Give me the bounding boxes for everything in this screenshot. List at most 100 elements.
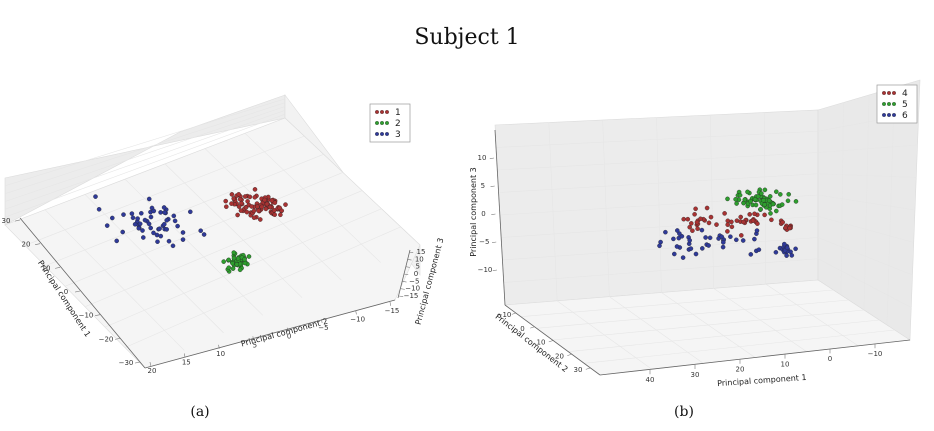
panel-a-pc2-tick-mark [149, 361, 151, 366]
panel-a-grid-line [4, 113, 286, 218]
panel-a-point-series-3 [96, 207, 102, 212]
panel-b-point-series-5 [748, 199, 753, 204]
panel-b-pc1-tick: 40 [646, 376, 655, 384]
panel-a-legend-entry-label: 2 [395, 119, 401, 129]
panel-a-point-series-3 [188, 209, 193, 215]
panel-a-point-series-2 [230, 266, 236, 271]
panel-a-pc3-tick: 0 [414, 270, 418, 278]
panel-b-point-series-4 [714, 222, 719, 227]
panel-a-point-series-2 [242, 260, 248, 266]
panel-b-point-series-4 [725, 229, 730, 234]
panel-b-point-series-5 [766, 198, 772, 203]
panel-a-point-series-3 [104, 223, 110, 228]
panel-b-point-series-6 [688, 246, 694, 251]
panel-b-grid-line [863, 94, 870, 311]
panel-b-point-series-5 [762, 202, 767, 207]
panel-a-point-series-1 [223, 198, 228, 204]
panel-a-point-series-1 [229, 201, 234, 206]
panel-b: 40 30 20 10 0 −10 −10 0 10 20 30 10 5 0 −5 −10 Princi… [469, 79, 921, 420]
panel-b-legend-entry-marker [887, 113, 891, 117]
panel-b-legend: 456 [876, 84, 918, 124]
panel-a-point-series-1 [262, 197, 267, 203]
panel-a-point-series-3 [151, 230, 156, 236]
panel-a-point-series-3 [172, 218, 178, 224]
panel-b-point-series-4 [739, 233, 744, 238]
panel-b-point-series-4 [741, 219, 746, 225]
panel-a-grid-line [4, 98, 286, 187]
panel-a-point-series-3 [148, 225, 153, 231]
panel-a-legend-entry-marker [380, 110, 384, 114]
panel-a-grid-line [44, 154, 324, 267]
panel-a-point-series-1 [251, 208, 257, 214]
panel-a-pc3-tick: −15 [404, 292, 419, 300]
panel-a-grid-line [44, 209, 185, 351]
panel-a-point-series-1 [224, 204, 229, 209]
panel-a-point-series-3 [170, 243, 176, 249]
panel-a-point-series-1 [277, 205, 282, 211]
panel-a-point-series-1 [283, 202, 288, 207]
panel-a-point-series-1 [263, 206, 269, 212]
panel-b-point-series-6 [671, 236, 676, 242]
panel-a-point-series-3 [158, 210, 163, 215]
panel-b-point-series-4 [708, 214, 714, 220]
panel-a-point-series-1 [251, 215, 257, 220]
panel-a-point-series-2 [242, 257, 247, 262]
panel-b-pc3-tick: −5 [479, 238, 489, 246]
panel-a-grid-line [164, 163, 303, 298]
panel-b-grid-line [765, 283, 859, 347]
panel-b-point-series-6 [728, 234, 733, 239]
panel-b-label: (b) [674, 404, 694, 420]
panel-b-point-series-4 [729, 224, 735, 230]
panel-b-pc2-tick: 20 [555, 352, 564, 360]
panel-b-point-series-5 [737, 192, 743, 198]
panel-a-floor-pane [4, 117, 421, 369]
panel-a-pc3-tick-mark [407, 259, 412, 261]
panel-b-pc2-tick: 0 [520, 325, 524, 333]
panel-b-point-series-6 [734, 237, 739, 243]
panel-b-point-series-4 [704, 205, 710, 211]
panel-b-point-series-4 [752, 211, 757, 217]
panel-b-pc1-tick: 30 [691, 371, 700, 379]
panel-b-point-series-5 [767, 194, 773, 199]
panel-b-point-series-5 [785, 198, 791, 204]
panel-a-point-series-3 [146, 196, 152, 202]
panel-a-point-series-1 [247, 194, 253, 200]
panel-a-label: (a) [190, 404, 209, 420]
panel-a-pc3-tick: 15 [417, 248, 426, 256]
panel-b-grid-line [548, 122, 558, 301]
panel-a-point-series-3 [162, 221, 167, 227]
panel-a-point-series-3 [157, 226, 162, 231]
panel-a-point-series-3 [201, 232, 207, 237]
panel-a-pc1-tick: 30 [2, 217, 11, 225]
panel-a-pc1-tick: 20 [22, 241, 31, 249]
panel-a-point-series-1 [236, 192, 241, 197]
panel-b-pc1-tick: 20 [736, 366, 745, 374]
panel-b-pc3-tick: −10 [478, 266, 493, 274]
panel-a-axis-2 [144, 299, 396, 369]
panel-a-grid-line [4, 106, 286, 202]
panel-a-pc2-tick-mark [286, 327, 289, 332]
panel-a-pc3-tick-mark [403, 273, 409, 275]
panel-b-legend-entry-marker [887, 91, 891, 95]
panel-b-zlabel: Principal component 3 [469, 167, 478, 257]
panel-a-point-series-2 [237, 267, 243, 273]
panel-a-point-series-3 [136, 226, 142, 231]
panel-a-point-series-1 [255, 204, 260, 209]
panel-b-point-series-5 [761, 198, 766, 203]
panel-b-pc3-tick-mark [489, 157, 495, 159]
panel-b-legend-entry-marker [882, 113, 886, 117]
panel-a-point-series-3 [162, 210, 167, 215]
panel-b-point-series-6 [740, 238, 746, 243]
panel-a-pc1-tick-mark [135, 361, 141, 364]
panel-a-pc1-tick-mark [115, 338, 121, 340]
panel-b-point-series-6 [720, 244, 726, 250]
panel-b-point-series-4 [725, 218, 731, 224]
panel-a-point-series-3 [151, 208, 157, 214]
panel-a-point-series-3 [121, 212, 126, 217]
panel-b-point-series-4 [783, 225, 788, 231]
panel-b-point-series-5 [762, 187, 768, 193]
panel-b-point-series-4 [689, 221, 694, 226]
